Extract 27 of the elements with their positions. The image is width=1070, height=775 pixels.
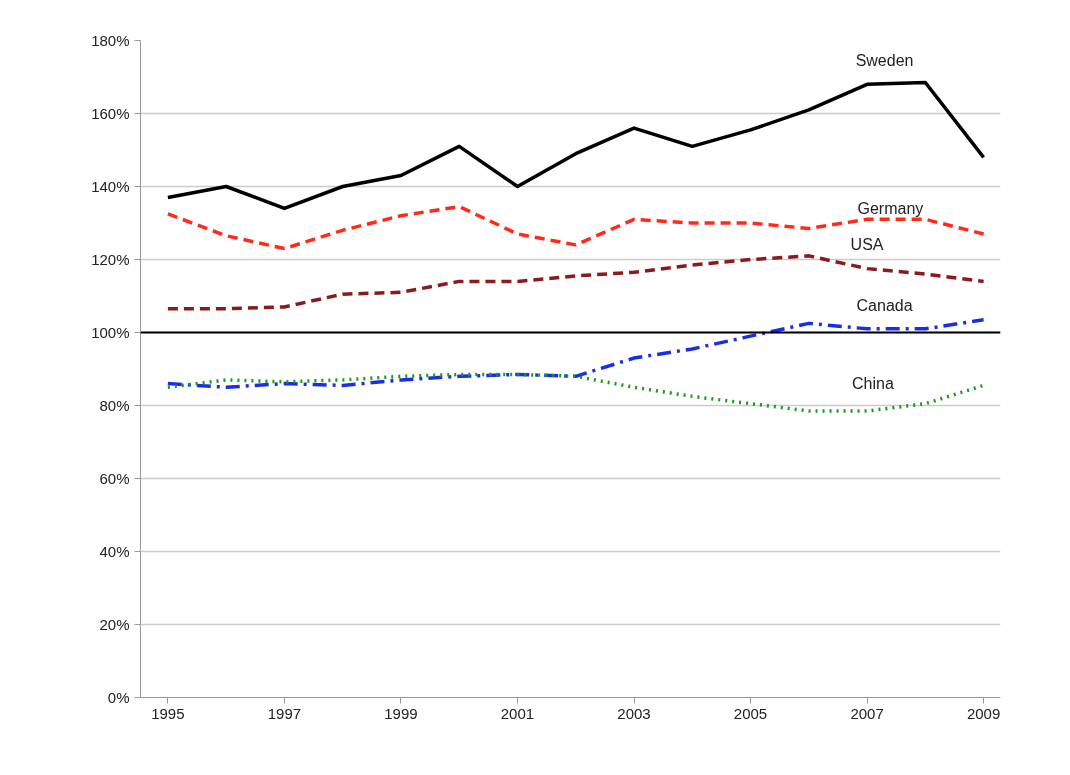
y-tick-label: 60% [99, 470, 130, 487]
y-tick-label: 180% [91, 32, 130, 49]
series-label: Germany [857, 199, 924, 217]
series-label: China [852, 375, 894, 393]
y-tick-label: 120% [91, 251, 130, 268]
x-tick-label: 2009 [966, 704, 1001, 722]
y-tick-label: 80% [99, 397, 130, 414]
y-tick-label: 140% [91, 178, 130, 195]
series-label: USA [850, 236, 884, 254]
y-tick-label: 20% [99, 616, 130, 633]
line-series [166, 254, 986, 311]
x-tick-label: 1999 [384, 704, 418, 722]
y-tick-label: 0% [107, 689, 130, 706]
x-tick-label: 2001 [500, 704, 535, 722]
line-series [166, 372, 986, 413]
y-tick-label: 40% [99, 543, 130, 560]
line-series [166, 204, 986, 251]
line-series [166, 317, 986, 389]
x-tick-label: 2003 [617, 704, 651, 722]
series-label: Sweden [855, 52, 914, 70]
x-tick-label: 1997 [267, 704, 302, 722]
x-tick-label: 2007 [850, 704, 884, 722]
series-label: Canada [856, 296, 913, 314]
x-tick-label: 2005 [733, 704, 768, 722]
y-tick-label: 160% [91, 105, 130, 122]
y-tick-label: 100% [91, 324, 130, 341]
x-tick-label: 1995 [151, 704, 185, 722]
